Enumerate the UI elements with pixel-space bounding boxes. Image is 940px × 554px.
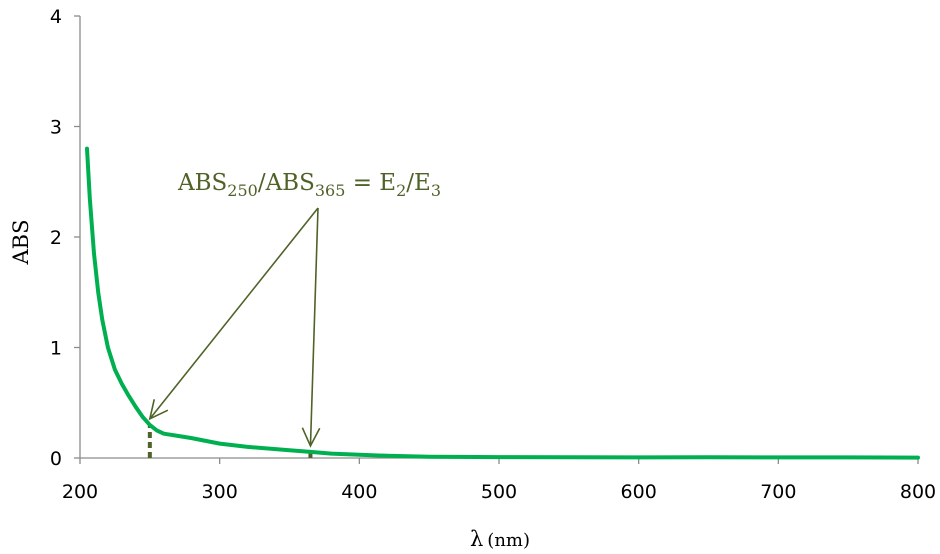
series-group — [85, 146, 920, 460]
x-tick-label: 600 — [621, 481, 657, 503]
axes — [74, 15, 919, 464]
tick-labels: 200 300 400 500 600 700 800 0 1 2 3 4 — [50, 6, 936, 503]
annotation-text: ABS — [177, 170, 227, 196]
x-axis-title: λ (nm) — [470, 527, 530, 551]
marker-group — [147, 424, 313, 458]
annotation-text: /E — [406, 170, 431, 196]
y-tick-label: 1 — [50, 338, 62, 360]
x-tick-label: 200 — [62, 481, 98, 503]
annotation-arrowhead — [301, 427, 321, 448]
annotation-arrow — [149, 207, 319, 420]
annotation-label: ABS250/ABS365 = E2/E3 — [177, 170, 441, 200]
annotation-subscript: 365 — [315, 181, 346, 200]
x-tick-label: 700 — [760, 481, 796, 503]
annotation-text: /ABS — [258, 170, 315, 196]
y-tick-label: 2 — [50, 227, 62, 249]
x-axis-title-symbol: λ — [470, 527, 483, 551]
x-tick-label: 800 — [900, 481, 936, 503]
abs-series-line — [85, 146, 920, 460]
y-tick-label: 0 — [50, 448, 62, 470]
x-tick-label: 500 — [481, 481, 517, 503]
x-axis-title-unit: (nm) — [487, 530, 530, 551]
annotation-arrows — [148, 207, 321, 448]
y-tick-label: 3 — [50, 117, 62, 139]
annotation-subscript: 3 — [431, 181, 441, 200]
x-tick-label: 300 — [202, 481, 238, 503]
y-axis-title: ABS — [9, 220, 33, 266]
annotation-subscript: 2 — [396, 181, 406, 200]
y-tick-label: 4 — [50, 6, 62, 28]
annotation-subscript: 250 — [227, 181, 258, 200]
x-tick-label: 400 — [341, 481, 377, 503]
annotation-text: = E — [345, 170, 396, 196]
annotation-arrowhead — [148, 399, 169, 421]
annotation-arrow — [309, 207, 319, 446]
